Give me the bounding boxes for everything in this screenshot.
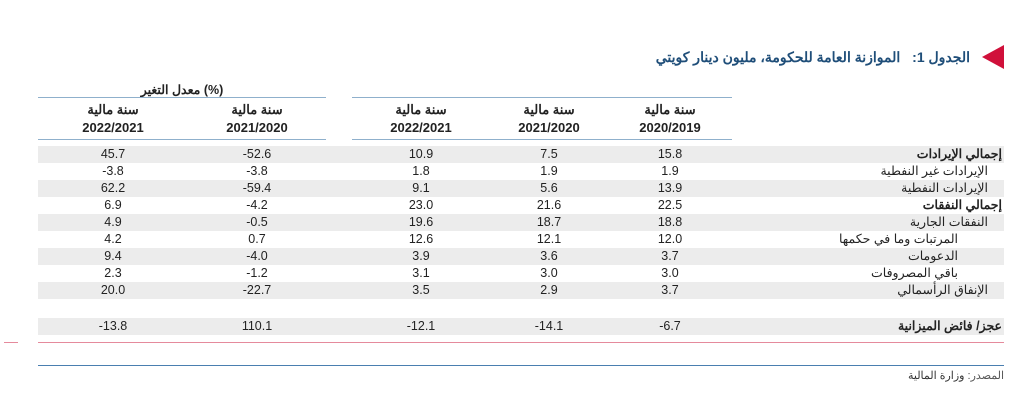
row-label: إجمالي النفقات (922, 198, 1002, 212)
table-row: 20.0 -22.7 3.5 2.9 3.7 الإنفاق الرأسمالي (38, 282, 1004, 299)
source-note: المصدر: وزارة المالية (907, 370, 1004, 382)
table-row: 9.4 -4.0 3.9 3.6 3.7 الدعومات (38, 248, 1004, 265)
row-label: الدعومات (907, 249, 958, 263)
table-number: الجدول 1: (912, 48, 970, 65)
table-row: 45.7 -52.6 10.9 7.5 15.8 إجمالي الإيرادا… (38, 146, 1004, 163)
margin-tick (4, 342, 18, 343)
table-row: 6.9 -4.2 23.0 21.6 22.5 إجمالي النفقات (104, 198, 1002, 212)
values-header-rule (352, 97, 732, 98)
row-label: عجز/ فائض الميزانية (897, 319, 1002, 333)
table-caption: الموازنة العامة للحكومة، مليون دينار كوي… (655, 48, 901, 65)
header-bottom-rule (352, 139, 732, 140)
row-label: الإيرادات النفطية (901, 181, 988, 195)
table-row: 62.2 -59.4 9.1 5.6 13.9 الإيرادات النفطي… (38, 180, 1004, 197)
column-header: سنة مالية 2020/2019 (639, 102, 701, 135)
change-header-rule (38, 97, 326, 98)
column-header: سنة مالية 2022/2021 (82, 102, 144, 135)
table-row: 4.9 -0.5 19.6 18.7 18.8 النفقات الجارية (38, 214, 1004, 231)
row-label: الإنفاق الرأسمالي (897, 283, 988, 297)
table-bottom-rule (38, 342, 1004, 343)
change-rate-header: معدل التغير (%) (140, 83, 224, 97)
table-title: الجدول 1: الموازنة العامة للحكومة، مليون… (656, 44, 1004, 70)
row-label: باقي المصروفات (871, 266, 958, 280)
table-row: 4.2 0.7 12.6 12.1 12.0 المرتبات وما في ح… (104, 232, 958, 246)
row-label: الإيرادات غير النفطية (880, 164, 988, 178)
deficit-row: -13.8 110.1 -12.1 -14.1 -6.7 عجز/ فائض ا… (38, 318, 1004, 335)
triangle-marker-icon (982, 45, 1004, 69)
table-row: 2.3 -1.2 3.1 3.0 3.0 باقي المصروفات (104, 266, 958, 280)
source-rule (38, 365, 1004, 366)
row-label: النفقات الجارية (909, 215, 988, 229)
column-header: سنة مالية 2022/2021 (390, 102, 452, 135)
row-label: إجمالي الإيرادات (916, 147, 1002, 161)
header-bottom-rule (38, 139, 326, 140)
column-header: سنة مالية 2021/2020 (226, 102, 288, 135)
row-label: المرتبات وما في حكمها (838, 232, 958, 246)
column-header: سنة مالية 2021/2020 (518, 102, 580, 135)
table-row: -3.8 -3.8 1.8 1.9 1.9 الإيرادات غير النف… (102, 164, 988, 178)
